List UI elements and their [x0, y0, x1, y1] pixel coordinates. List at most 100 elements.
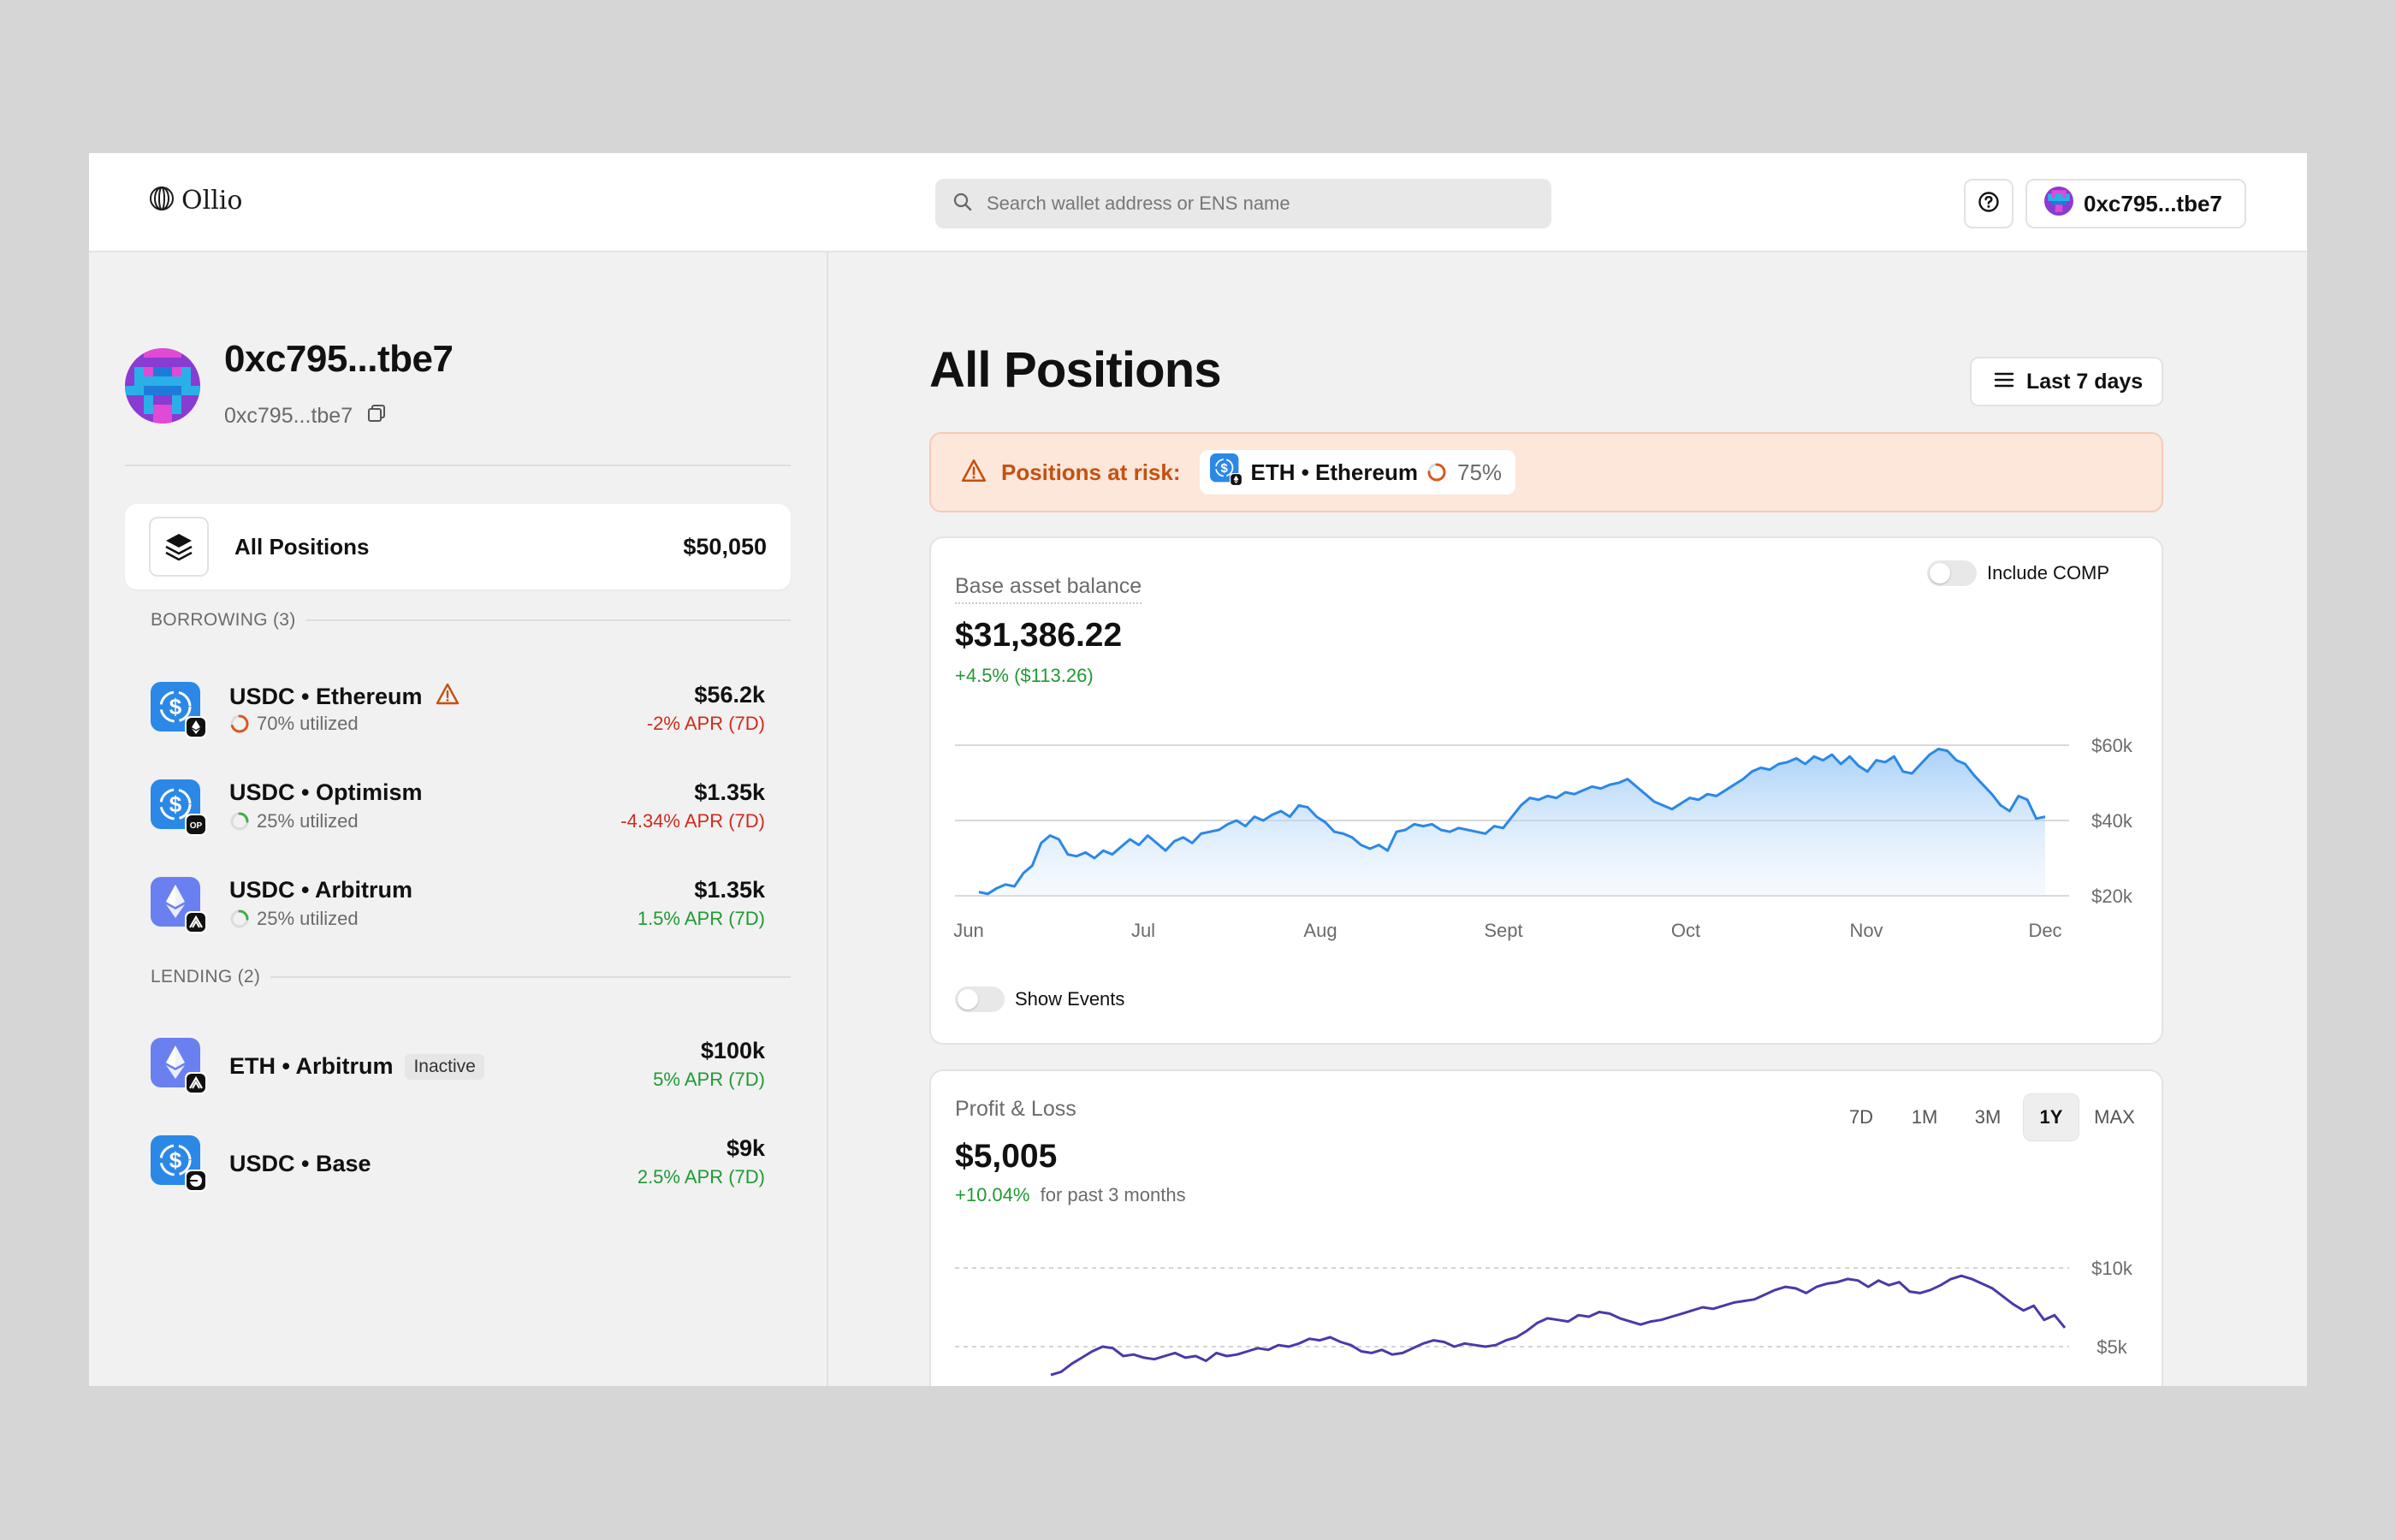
utilization-ring-icon — [230, 909, 249, 928]
position-title: ETH • Arbitrum Inactive — [229, 1053, 484, 1080]
eth-arbitrum-icon — [151, 877, 207, 933]
lending-header-label: LENDING (2) — [151, 967, 261, 986]
pnl-change-row: +10.04% for past 3 months — [955, 1184, 1186, 1206]
y-tick-label: $20k — [2091, 886, 2133, 907]
timeframe-1y[interactable]: 1Y — [2023, 1093, 2079, 1141]
date-range-button[interactable]: Last 7 days — [1970, 357, 2163, 406]
usdc-base-icon: $ — [151, 1135, 207, 1192]
inactive-badge: Inactive — [405, 1053, 484, 1080]
brand-name: Ollio — [181, 186, 243, 216]
wallet-avatar — [2044, 186, 2073, 222]
x-tick-label: Dec — [2028, 920, 2061, 941]
pnl-chart: $10k $5k — [955, 1258, 2133, 1377]
borrow-position-usdc-arbitrum[interactable]: USDC • Arbitrum 25% utilized $1.35k 1.5%… — [151, 872, 765, 940]
utilization-text: 25% utilized — [257, 810, 359, 832]
series-line — [1050, 1274, 2067, 1377]
position-title-text: USDC • Base — [229, 1151, 371, 1176]
app-window: Ollio 0xc795...tbe7 0xc795...tbe7 0xc7 — [89, 153, 2307, 1386]
wallet-address: 0xc795...tbe7 — [2084, 190, 2222, 216]
utilization-text: 70% utilized — [257, 713, 359, 734]
area-fill — [979, 749, 2045, 896]
lend-position-usdc-base[interactable]: $ USDC • Base $9k 2.5% APR (7D) — [151, 1130, 765, 1199]
wallet-button[interactable]: 0xc795...tbe7 — [2025, 179, 2246, 228]
risk-percent: 75% — [1456, 459, 1503, 485]
ring-fill — [230, 909, 249, 928]
profile-address-row: 0xc795...tbe7 — [224, 403, 387, 429]
brand[interactable]: Ollio — [149, 186, 242, 216]
help-button[interactable] — [1964, 179, 2013, 228]
balance-change: +4.5% ($113.26) — [955, 665, 1094, 686]
timeframe-3m[interactable]: 3M — [1974, 1106, 2002, 1128]
warning-icon — [960, 458, 987, 488]
position-title-text: ETH • Arbitrum — [229, 1053, 394, 1079]
timeframe-1m[interactable]: 1M — [1911, 1106, 1938, 1128]
balance-label: Base asset balance — [955, 574, 1142, 604]
borrow-position-usdc-ethereum[interactable]: $ USDC • Ethereum 70% utilized $56.2k -2… — [151, 677, 765, 745]
position-title: USDC • Ethereum — [229, 682, 460, 712]
timeframe-selector: 7D 1M 3M 1Y MAX — [1833, 1093, 2143, 1141]
position-apr: 5% APR (7D) — [653, 1069, 765, 1090]
utilization-ring-icon — [230, 812, 249, 831]
top-bar: Ollio 0xc795...tbe7 — [89, 153, 2307, 252]
search-input[interactable] — [987, 192, 1534, 215]
all-positions-value: $50,050 — [683, 534, 767, 560]
divider — [125, 465, 791, 466]
utilization: 25% utilized — [229, 908, 359, 930]
position-apr: 1.5% APR (7D) — [637, 908, 765, 929]
all-positions-item[interactable]: All Positions $50,050 — [125, 504, 791, 589]
borrow-position-usdc-optimism[interactable]: $ OP USDC • Optimism 25% utilized $1.35k … — [151, 774, 765, 843]
search-bar[interactable] — [935, 179, 1551, 228]
position-title: USDC • Optimism — [229, 779, 422, 806]
include-comp-label: Include COMP — [1987, 562, 2110, 583]
show-events-toggle[interactable] — [955, 986, 1005, 1012]
x-tick-label: Jun — [953, 920, 983, 941]
pnl-change-suffix: for past 3 months — [1040, 1184, 1186, 1205]
y-tick-label: $5k — [2096, 1336, 2127, 1358]
balance-card: Base asset balance $31,386.22 +4.5% ($11… — [929, 536, 2163, 1045]
borrowing-header: BORROWING (3) — [151, 610, 791, 631]
search-icon — [952, 192, 973, 216]
ring-fill — [230, 714, 249, 733]
timeframe-max[interactable]: MAX — [2094, 1106, 2135, 1128]
pnl-change-pct: +10.04% — [955, 1184, 1030, 1205]
position-apr: -2% APR (7D) — [646, 713, 765, 734]
lend-position-eth-arbitrum[interactable]: ETH • Arbitrum Inactive $100k 5% APR (7D… — [151, 1033, 765, 1101]
x-tick-label: Nov — [1849, 920, 1883, 941]
x-tick-label: Aug — [1303, 920, 1337, 941]
position-amount: $9k — [726, 1135, 765, 1161]
utilization-text: 25% utilized — [257, 908, 359, 929]
timeframe-7d[interactable]: 7D — [1848, 1106, 1874, 1128]
pnl-card: Profit & Loss $5,005 +10.04% for past 3 … — [929, 1069, 2163, 1386]
svg-text:$: $ — [169, 791, 182, 817]
help-icon — [1978, 191, 2000, 217]
x-tick-label: Oct — [1671, 920, 1700, 941]
risk-label: Positions at risk: — [1001, 459, 1181, 485]
usdc-ethereum-icon: $ — [151, 682, 207, 738]
usdc-optimism-icon: $ OP — [151, 779, 207, 836]
position-title: USDC • Base — [229, 1151, 371, 1177]
include-comp-row: Include COMP — [1927, 560, 2109, 586]
all-positions-label: All Positions — [234, 534, 370, 560]
risk-position-chip[interactable]: $ ETH • Ethereum 75% — [1199, 450, 1516, 495]
ring-fill — [1427, 463, 1446, 482]
layers-icon — [149, 517, 209, 577]
position-amount: $1.35k — [694, 877, 765, 903]
eth-arbitrum-icon — [151, 1038, 207, 1094]
x-tick-label: Sept — [1484, 920, 1522, 941]
utilization: 70% utilized — [229, 713, 359, 735]
position-title: USDC • Arbitrum — [229, 877, 412, 903]
copy-icon[interactable] — [366, 403, 387, 429]
x-tick-label: Jul — [1131, 920, 1155, 941]
include-comp-toggle[interactable] — [1927, 560, 1977, 586]
profile-avatar — [125, 348, 200, 424]
pnl-label: Profit & Loss — [955, 1097, 1076, 1121]
position-title-text: USDC • Optimism — [229, 779, 423, 805]
page-title: All Positions — [929, 342, 1222, 398]
svg-text:OP: OP — [190, 821, 203, 831]
series-line — [978, 747, 2046, 896]
show-events-row: Show Events — [955, 986, 1124, 1012]
balance-value: $31,386.22 — [955, 617, 1123, 654]
y-tick-label: $10k — [2091, 1258, 2133, 1279]
risk-banner: Positions at risk: $ ETH • Ethereum 75% — [929, 432, 2163, 512]
profile-name: 0xc795...tbe7 — [224, 338, 454, 380]
